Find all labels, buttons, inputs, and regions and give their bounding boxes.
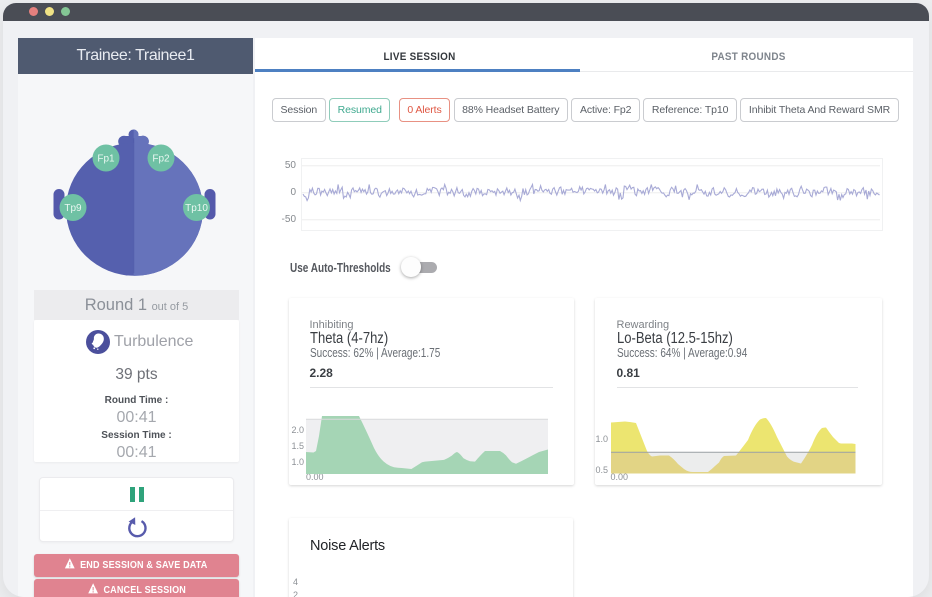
svg-text:Fp1: Fp1 bbox=[97, 154, 115, 165]
svg-text:Tp9: Tp9 bbox=[64, 203, 82, 214]
svg-text:Fp2: Fp2 bbox=[152, 154, 170, 165]
svg-text:Tp10: Tp10 bbox=[185, 203, 208, 214]
